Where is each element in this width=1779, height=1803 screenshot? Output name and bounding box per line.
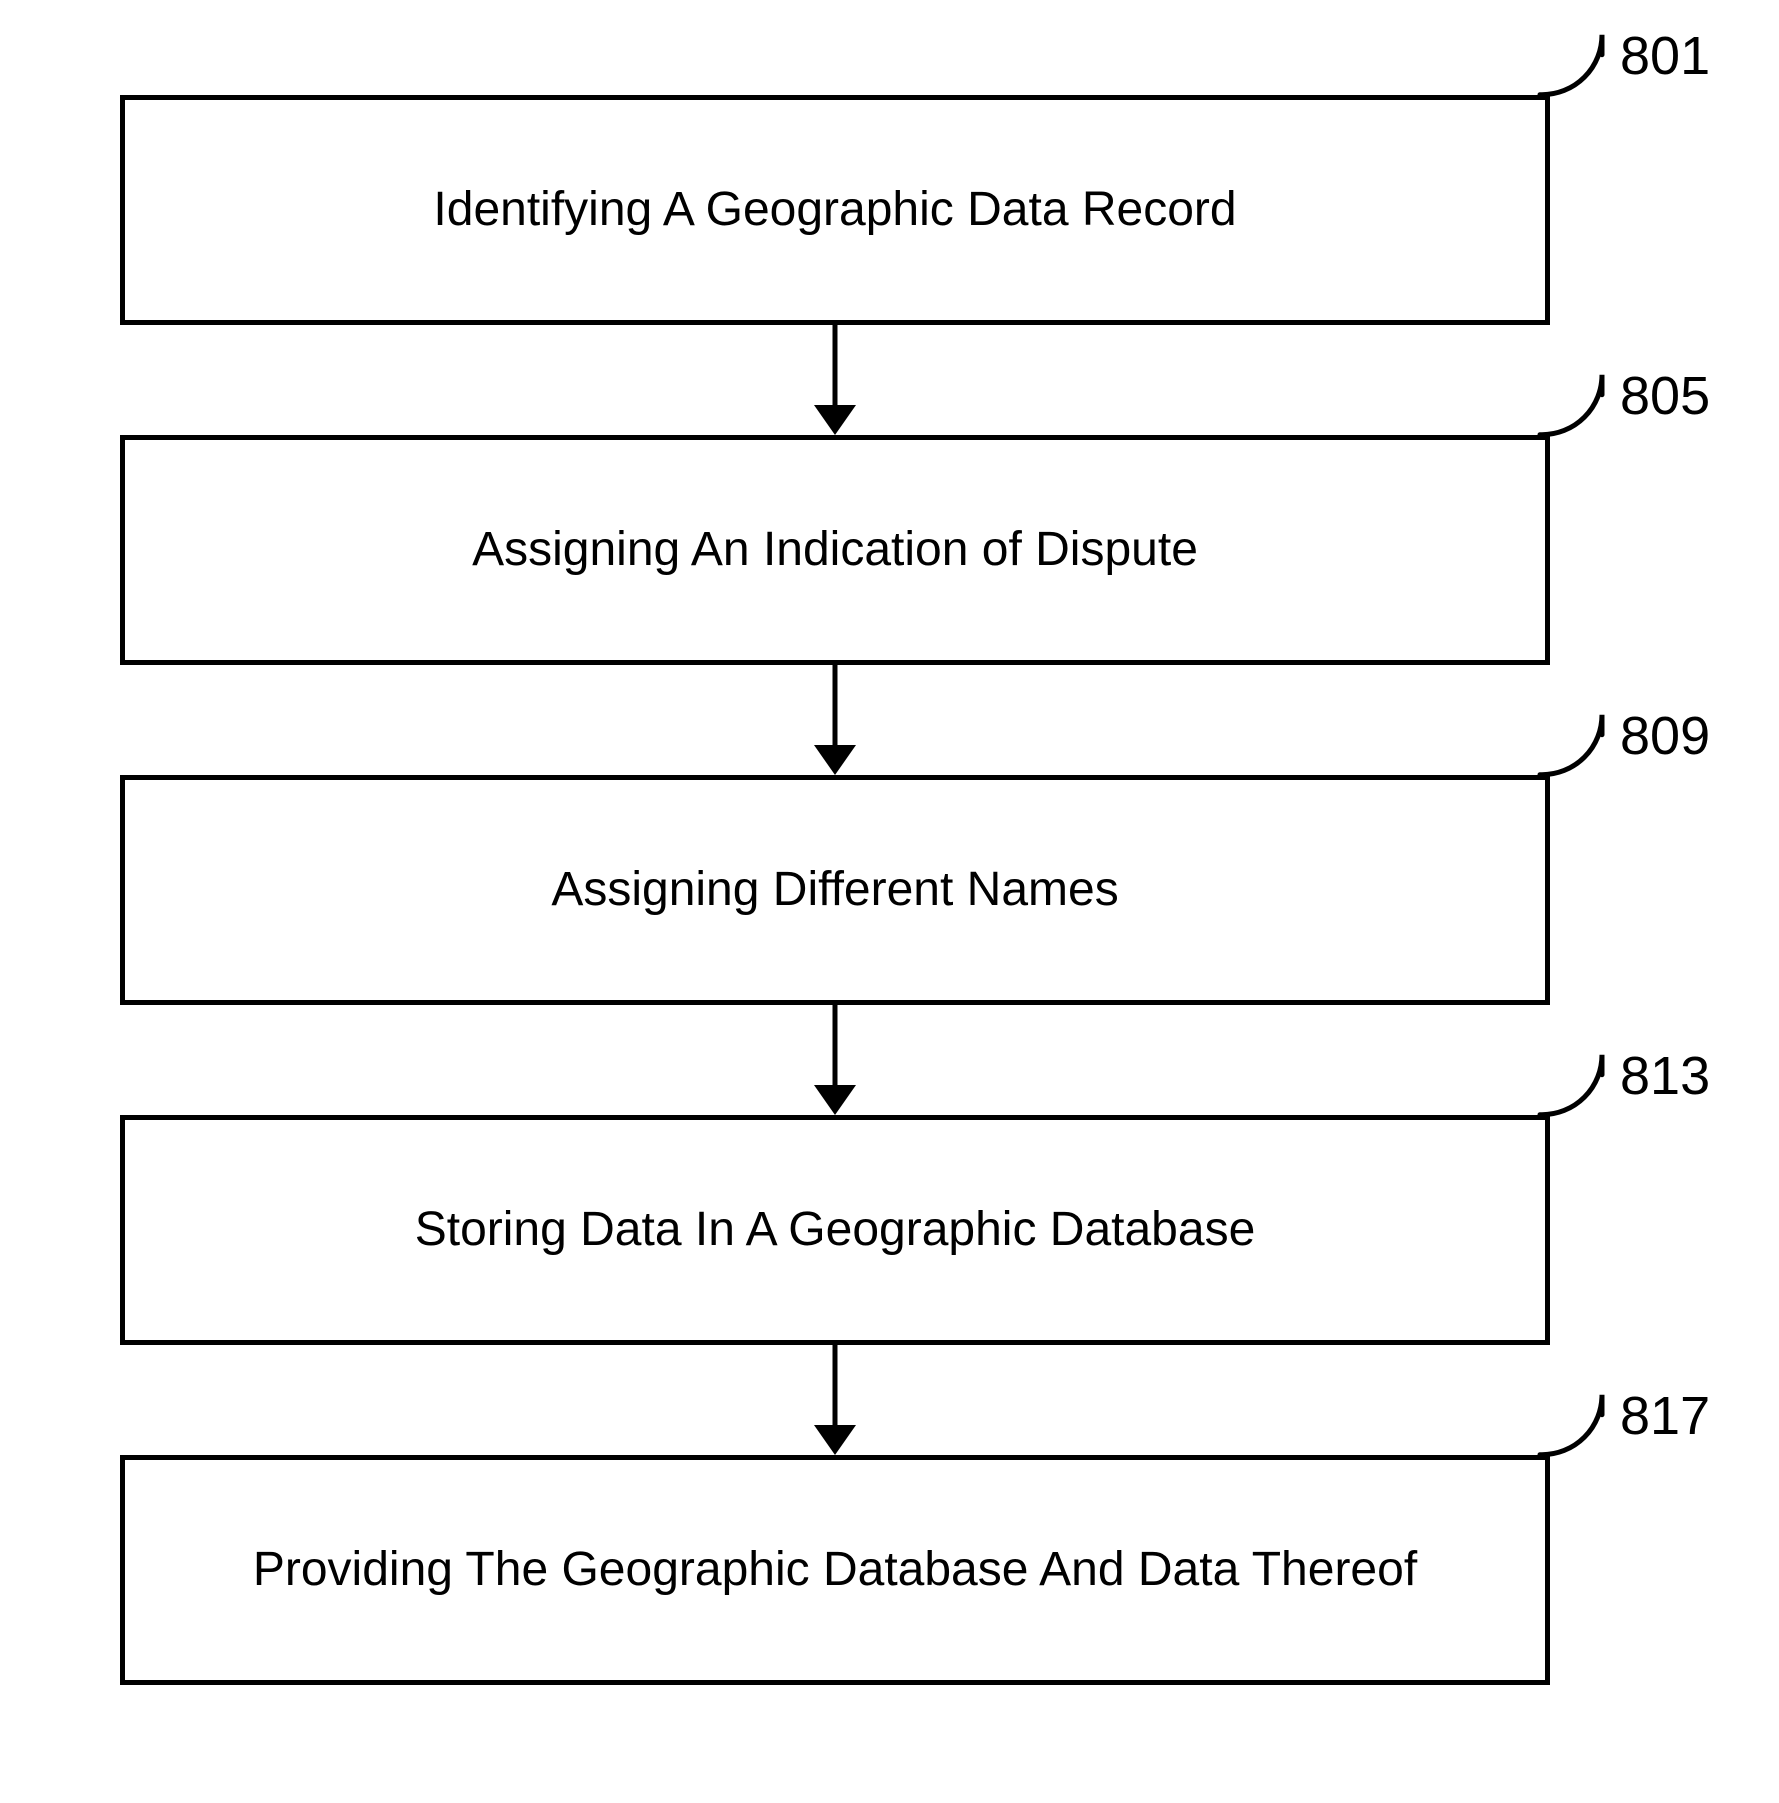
- flowchart-canvas: Identifying A Geographic Data Record801A…: [0, 0, 1779, 1803]
- step-817-callout: [0, 0, 1779, 1803]
